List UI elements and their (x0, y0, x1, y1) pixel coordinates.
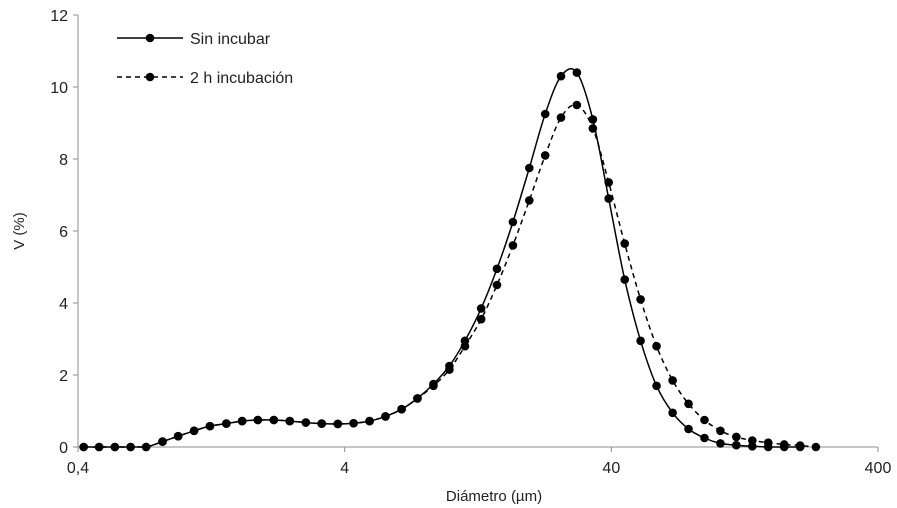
data-point (365, 416, 374, 426)
data-point (525, 196, 534, 205)
data-point (636, 336, 645, 346)
series-line (83, 103, 816, 448)
data-point (317, 419, 326, 428)
data-point (222, 419, 231, 428)
data-point (747, 436, 757, 445)
data-point (700, 415, 709, 425)
data-point (795, 441, 805, 450)
data-point (604, 178, 613, 187)
legend-marker (145, 33, 155, 43)
data-point (540, 151, 550, 160)
ticks: 0 2 4 6 8 10 12 0,4 4 40 400 (50, 8, 891, 477)
data-point (349, 418, 358, 428)
y-tick-label: 12 (50, 8, 68, 25)
data-point (253, 415, 263, 425)
data-point (285, 416, 295, 426)
series-1 (79, 68, 805, 452)
data-point (572, 100, 582, 110)
data-point (716, 426, 725, 436)
x-tick-label: 400 (865, 460, 892, 477)
data-point (173, 431, 183, 441)
data-point (588, 124, 598, 133)
data-point (333, 419, 343, 429)
data-point (572, 68, 582, 77)
legend-label: Sin incubar (190, 31, 271, 48)
legend-entry: Sin incubar (117, 31, 271, 48)
data-point (668, 408, 677, 418)
y-tick-label: 8 (59, 152, 68, 169)
data-point (508, 241, 518, 250)
data-point (732, 432, 741, 442)
data-point (94, 442, 104, 452)
data-point (413, 394, 422, 403)
x-tick-label: 4 (340, 460, 349, 477)
data-point (269, 415, 279, 425)
data-point (301, 418, 311, 427)
data-point (492, 264, 502, 274)
data-point (556, 113, 566, 122)
data-point (763, 438, 773, 447)
data-point (141, 442, 151, 452)
x-axis-label: Diámetro (µm) (446, 488, 542, 505)
y-tick-label: 10 (50, 80, 68, 97)
y-tick-label: 2 (59, 368, 68, 385)
data-point (429, 381, 438, 391)
legend-label: 2 h incubación (190, 70, 293, 87)
data-point (716, 439, 725, 448)
data-point (126, 442, 135, 452)
data-point (397, 404, 406, 414)
series-layer (79, 68, 821, 452)
data-point (620, 239, 630, 248)
data-point (508, 217, 518, 227)
data-point (381, 412, 390, 421)
x-tick-label: 0,4 (67, 460, 89, 477)
data-point (445, 365, 454, 374)
data-point (476, 304, 486, 313)
data-point (604, 194, 613, 203)
data-point (620, 275, 630, 284)
y-tick-label: 0 (59, 440, 68, 457)
x-tick-label: 40 (602, 460, 620, 477)
legend-entry: 2 h incubación (117, 70, 293, 87)
data-point (110, 442, 120, 452)
y-tick-label: 4 (59, 296, 68, 313)
data-point (779, 440, 789, 449)
y-axis-label: V (%) (11, 212, 28, 250)
data-point (540, 109, 550, 119)
data-point (525, 163, 534, 173)
data-point (588, 115, 598, 124)
data-point (205, 421, 215, 431)
data-point (700, 433, 709, 443)
legend-marker (145, 72, 155, 82)
data-point (732, 440, 741, 450)
data-point (668, 376, 677, 385)
data-point (684, 399, 693, 409)
series-2 (79, 100, 821, 452)
data-point (79, 442, 88, 452)
y-tick-label: 6 (59, 224, 68, 241)
data-point (460, 341, 470, 351)
data-point (636, 295, 645, 304)
legend: Sin incubar 2 h incubación (117, 31, 293, 87)
data-point (189, 426, 199, 436)
data-point (811, 442, 821, 452)
series-line (83, 68, 801, 448)
data-point (476, 314, 486, 324)
data-point (492, 280, 502, 290)
data-point (556, 71, 566, 81)
data-point (652, 341, 661, 351)
data-point (652, 381, 661, 391)
data-point (684, 424, 693, 434)
data-point (237, 416, 247, 426)
data-point (158, 437, 167, 446)
